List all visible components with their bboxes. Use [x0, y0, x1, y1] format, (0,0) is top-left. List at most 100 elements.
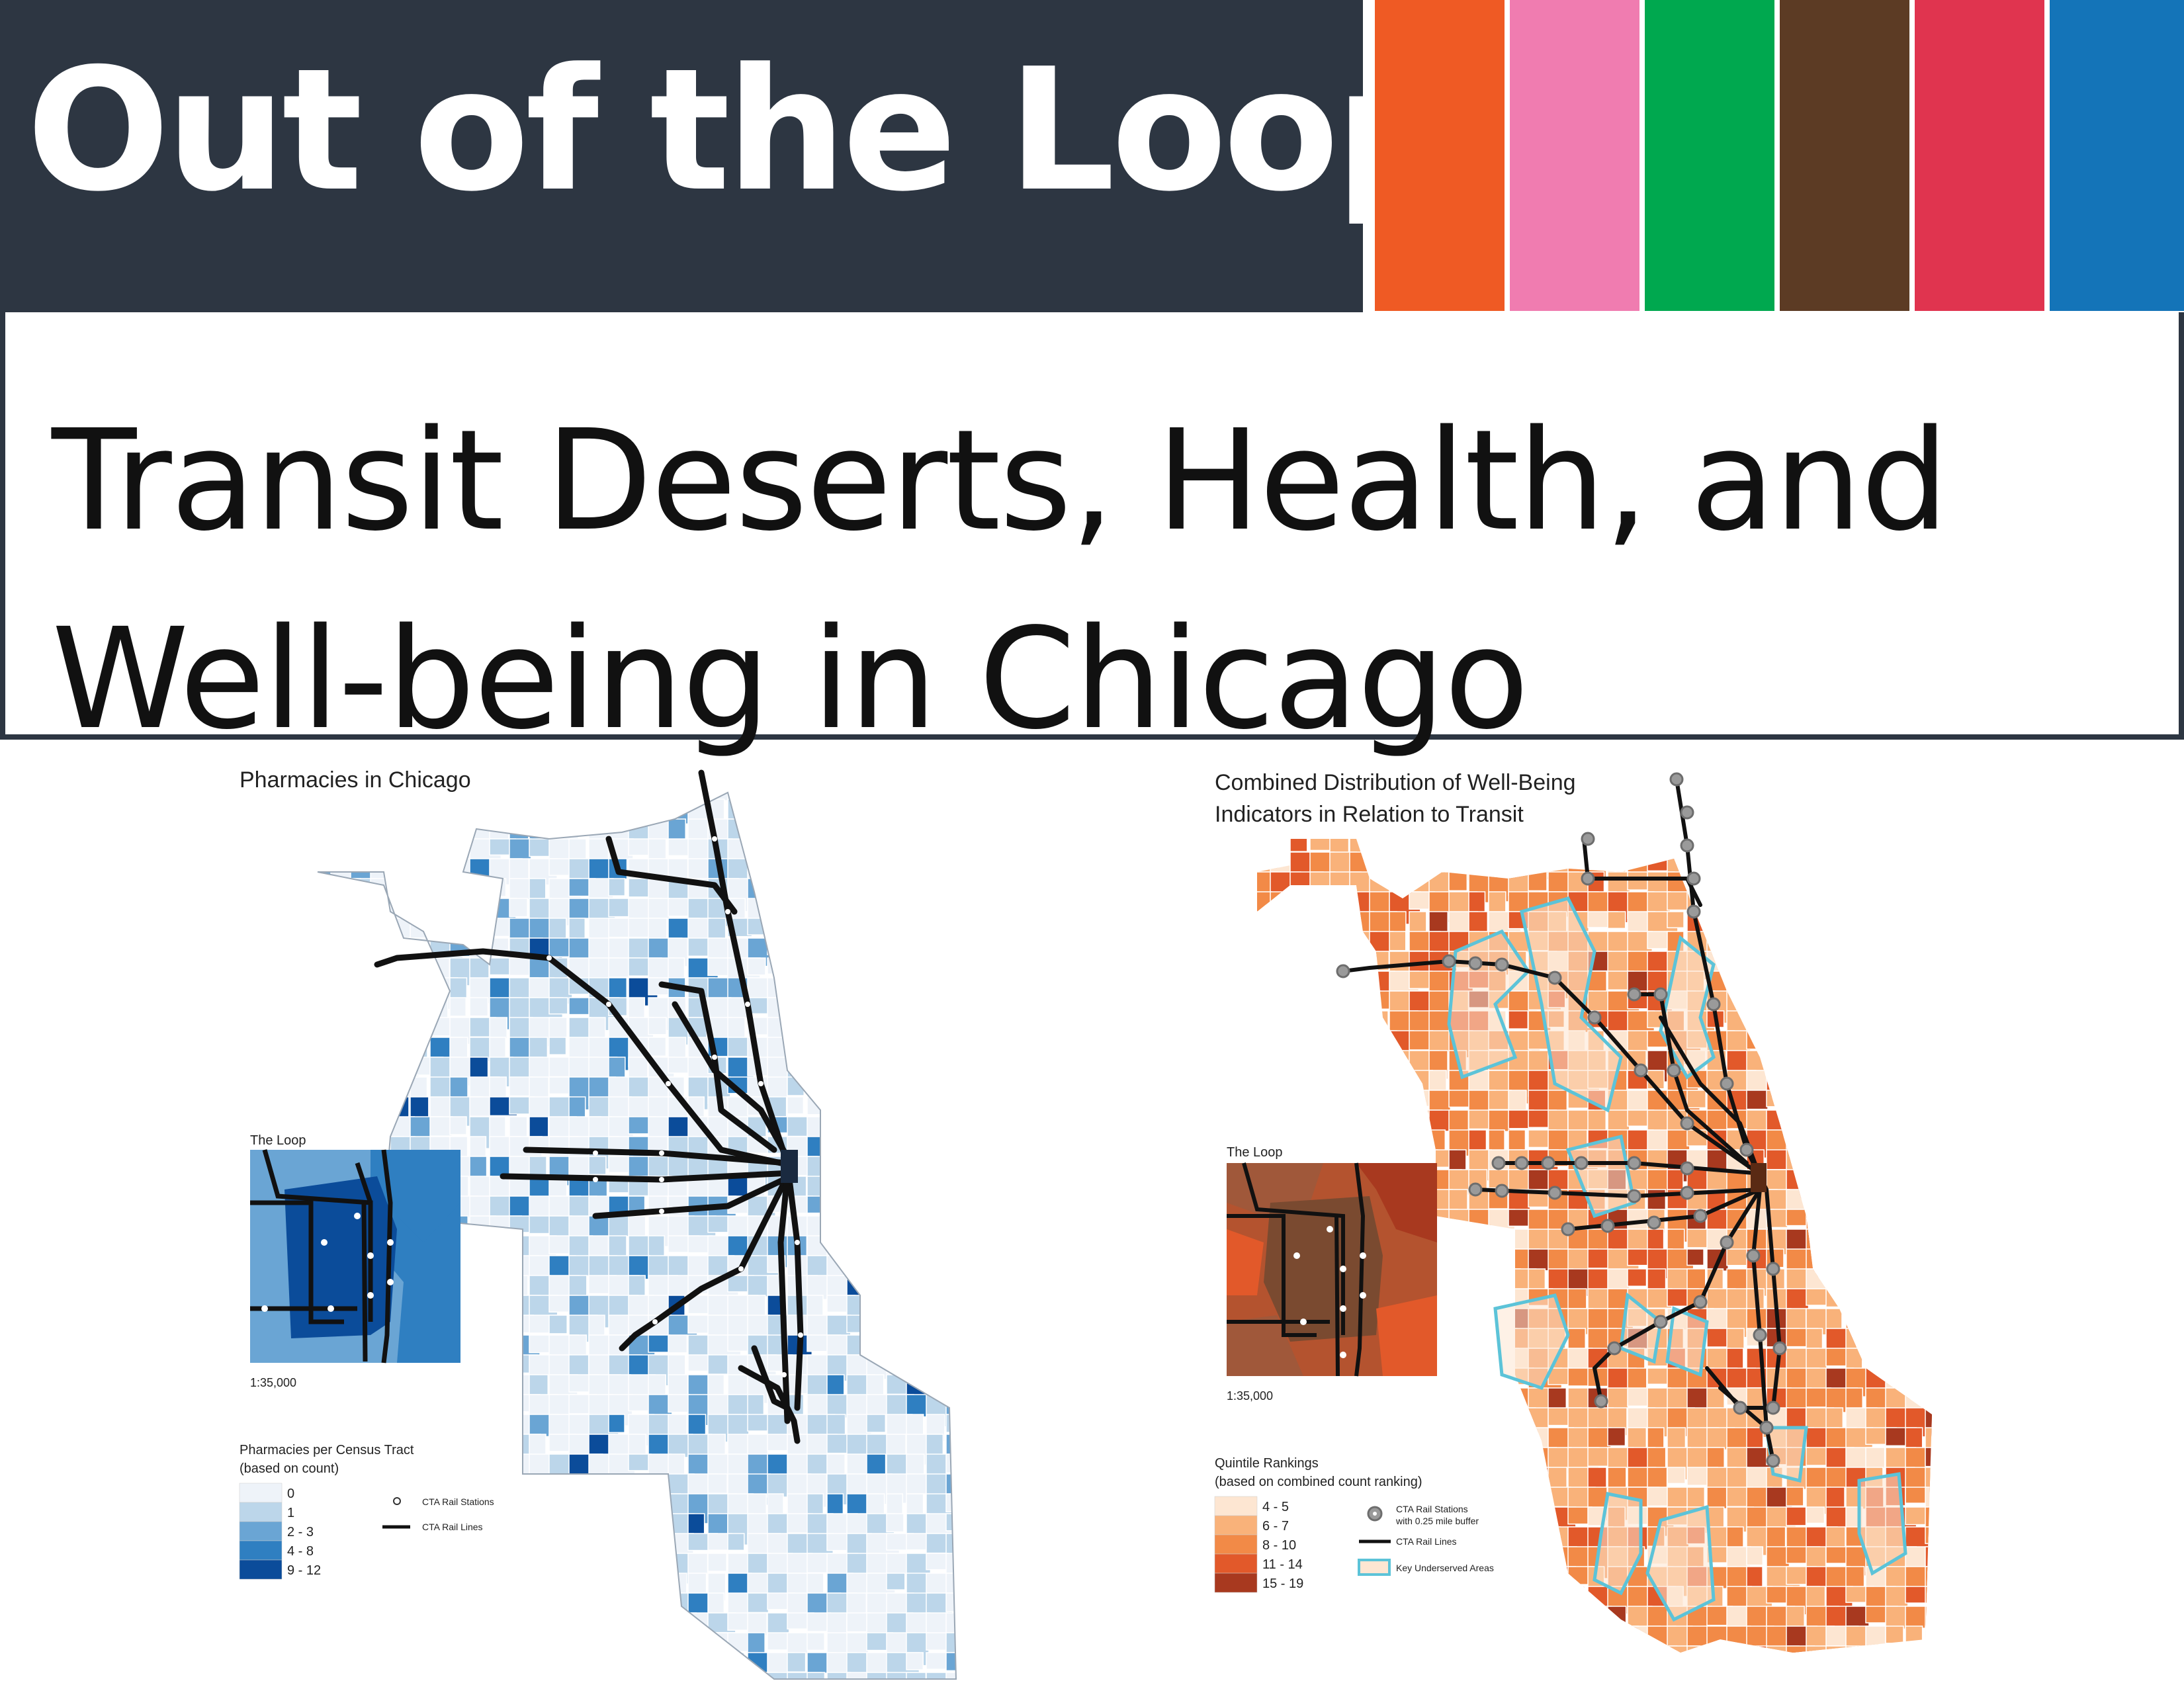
census-tract: [926, 1096, 956, 1127]
census-tract: [1270, 1090, 1297, 1123]
census-tract: [429, 1453, 458, 1481]
census-tract: [548, 1553, 572, 1575]
census-tract: [1825, 1229, 1849, 1262]
census-tract: [906, 793, 925, 814]
census-tract: [1865, 1209, 1894, 1233]
census-tract: [1488, 1090, 1512, 1110]
census-tract: [489, 1017, 507, 1039]
census-tract: [410, 799, 435, 822]
census-tract: [1468, 1308, 1495, 1336]
census-tract: [1726, 1645, 1751, 1653]
census-tract: [1845, 1209, 1868, 1236]
census-tract: [1865, 1010, 1886, 1027]
census-tract: [1706, 1645, 1739, 1653]
census-tract: [588, 1235, 609, 1256]
census-tract: [330, 1612, 365, 1639]
census-tract: [1885, 1090, 1913, 1117]
census-tract: [846, 1612, 871, 1633]
census-tract: [1468, 1367, 1501, 1399]
census-tract: [628, 793, 658, 797]
census-tract: [926, 1215, 956, 1238]
census-tract: [1825, 990, 1844, 1012]
census-tract: [1548, 1625, 1567, 1651]
census-tract: [350, 1057, 376, 1082]
census-tract: [370, 1573, 393, 1592]
census-tract: [1309, 1546, 1329, 1575]
census-tract: [1409, 839, 1432, 863]
census-tract: [787, 1096, 805, 1115]
census-tract: [1845, 1129, 1872, 1150]
census-tract: [926, 793, 956, 804]
census-tract: [1448, 1209, 1469, 1236]
census-tract: [1786, 971, 1819, 998]
census-tract: [588, 1632, 621, 1661]
census-tract: [1786, 1050, 1810, 1082]
census-tract: [727, 1672, 760, 1679]
census-tract: [1667, 911, 1684, 929]
census-tract: [1905, 990, 1932, 1009]
census-tract: [906, 1295, 931, 1324]
census-tract: [330, 937, 361, 964]
census-tract: [1448, 871, 1468, 892]
census-tract: [489, 1414, 517, 1436]
census-tract: [1448, 1348, 1483, 1367]
census-tract: [350, 898, 369, 918]
census-tract: [1925, 839, 1932, 856]
census-tract: [926, 1076, 955, 1105]
census-tract: [350, 799, 372, 829]
census-tract: [648, 1116, 671, 1139]
census-tract: [628, 1573, 652, 1608]
census-tract: [926, 878, 945, 906]
census-tract: [1607, 1109, 1630, 1132]
legend-swatch: [239, 1559, 283, 1580]
census-tract: [548, 1037, 567, 1055]
census-tract: [1349, 1010, 1379, 1042]
census-tract: [1468, 1288, 1489, 1316]
census-tract: [926, 918, 956, 945]
census-tract: [1845, 1149, 1877, 1174]
census-tract: [1389, 1109, 1413, 1130]
census-tract: [548, 799, 572, 824]
census-tract: [1528, 1546, 1550, 1567]
census-tract: [1329, 1566, 1363, 1588]
census-tract: [1349, 1129, 1369, 1160]
census-tract: [449, 1612, 470, 1639]
census-tract: [648, 1632, 676, 1655]
census-tract: [489, 1434, 518, 1464]
census-tract: [390, 858, 413, 888]
census-tract: [469, 878, 488, 906]
census-tract: [350, 997, 374, 1019]
census-tract: [370, 1553, 396, 1580]
census-tract: [1925, 931, 1932, 959]
census-tract: [866, 1057, 889, 1082]
census-tract: [1885, 971, 1915, 993]
census-tract: [318, 838, 331, 865]
census-tract: [886, 977, 912, 1000]
census-tract: [1289, 1506, 1318, 1539]
census-tract: [945, 1672, 956, 1679]
census-tract: [747, 1453, 770, 1476]
census-tract: [906, 838, 928, 873]
census-tract: [568, 818, 589, 838]
green-line-stripe: [1645, 0, 1774, 311]
census-tract: [1329, 1625, 1358, 1646]
census-tract: [1389, 1447, 1420, 1471]
census-tract: [390, 1414, 417, 1437]
census-tract: [1270, 951, 1298, 969]
census-tract: [926, 937, 943, 969]
census-tract: [826, 1195, 855, 1220]
census-tract: [1885, 1209, 1909, 1239]
census-tract: [1448, 1586, 1472, 1614]
census-tract: [1488, 1586, 1522, 1610]
census-tract: [648, 1573, 677, 1596]
census-tract: [906, 1235, 932, 1264]
census-tract: [1845, 1010, 1869, 1033]
census-tract: [350, 957, 376, 991]
census-tract: [330, 1076, 352, 1107]
census-tract: [648, 1612, 683, 1631]
census-tract: [330, 977, 350, 1008]
census-tract: [1706, 839, 1729, 864]
census-tract: [807, 1017, 840, 1043]
census-tract: [350, 1612, 376, 1632]
census-tract: [410, 1374, 429, 1394]
